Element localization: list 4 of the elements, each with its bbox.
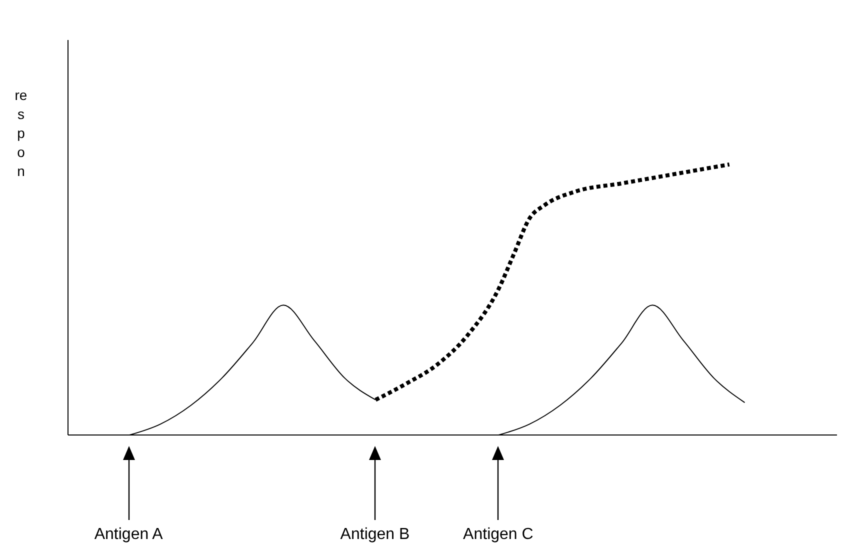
text: Antigen C [462,526,534,544]
y-axis-title: respon [14,86,28,181]
text: Antigen A [93,526,164,544]
text: Antigen B [339,526,411,544]
